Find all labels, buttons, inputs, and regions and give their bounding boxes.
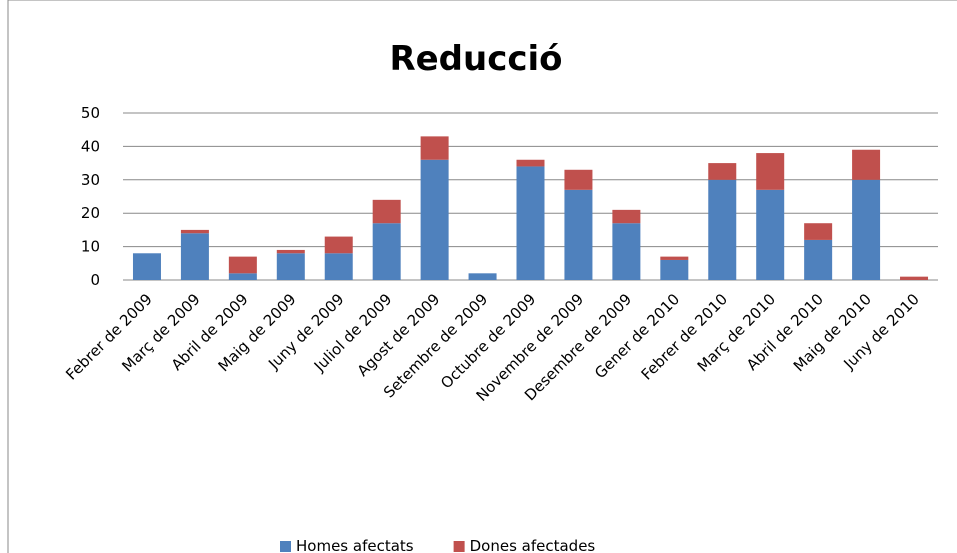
bar (228, 256, 257, 274)
bar (324, 253, 353, 280)
legend-swatch (280, 541, 291, 552)
bar (132, 253, 161, 280)
bar (660, 256, 689, 260)
bar (564, 189, 593, 280)
bar (420, 136, 449, 160)
bar (804, 223, 833, 240)
bar (516, 159, 545, 167)
bar (660, 259, 689, 280)
y-tick-label: 30 (81, 171, 100, 189)
bar (276, 253, 305, 280)
bar (612, 209, 641, 224)
y-tick-label: 40 (81, 137, 100, 155)
legend-label: Dones afectades (470, 537, 596, 553)
bar (372, 199, 401, 224)
bar (180, 229, 209, 234)
bar (516, 166, 545, 280)
bar (324, 236, 353, 254)
bar (612, 223, 641, 280)
bar (708, 179, 737, 280)
bar (756, 189, 785, 280)
y-tick-label: 20 (81, 204, 100, 222)
y-tick-label: 0 (90, 271, 100, 289)
bar (372, 223, 401, 280)
bar (420, 159, 449, 280)
bar (708, 163, 737, 180)
legend-label: Homes afectats (296, 537, 414, 553)
chart-title: Reducció (389, 39, 562, 79)
bar (756, 153, 785, 190)
bar (852, 179, 881, 280)
bar (900, 276, 929, 280)
bar (852, 149, 881, 180)
bar (228, 273, 257, 280)
legend-swatch (453, 541, 465, 552)
bar (180, 233, 209, 280)
bar (276, 249, 305, 254)
y-tick-label: 10 (81, 238, 100, 256)
bar (468, 273, 497, 280)
bar (564, 169, 593, 190)
bar (804, 239, 833, 280)
y-tick-label: 50 (81, 104, 100, 122)
